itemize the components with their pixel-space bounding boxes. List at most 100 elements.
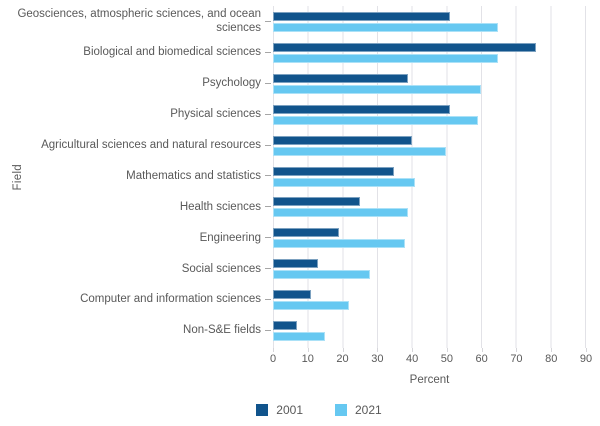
bar-2001 [273,321,298,331]
legend-label: 2001 [276,403,303,417]
x-axis: 0 10 20 30 40 50 60 70 80 90 [270,348,592,370]
category-label-cell: Physical sciences [0,99,273,130]
legend-swatch [335,404,347,416]
category-label: Computer and information sciences [80,293,261,306]
category-label: Mathematics and statistics [126,169,261,182]
category-label-cell: Mathematics and statistics [0,161,273,192]
category-row: Computer and information sciences [0,284,586,315]
legend-item-2001: 2001 [256,403,303,417]
category-tick [265,237,271,239]
x-axis-tick-label: 70 [510,353,523,365]
x-axis-tick-label: 20 [336,353,349,365]
x-axis-tick [446,348,448,352]
category-tick [265,175,271,177]
x-axis-title: Percent [409,374,450,386]
x-axis-tick [551,348,553,352]
x-axis-tick-label: 90 [579,353,593,365]
category-row: Geosciences, atmospheric sciences, and o… [0,6,586,37]
plot-rows: Geosciences, atmospheric sciences, and o… [0,6,586,346]
category-label: Psychology [202,77,261,90]
category-label-cell: Psychology [0,68,273,99]
legend: 2001 2021 [0,403,600,417]
category-label: Non-S&E fields [183,324,261,337]
bar-group [273,253,585,284]
bar-2021 [273,270,371,280]
bar-group [273,315,585,346]
bar-2021 [273,84,481,94]
category-row: Psychology [0,68,586,99]
bar-2001 [273,42,537,52]
x-axis-tick-label: 40 [405,353,419,365]
category-label-cell: Agricultural sciences and natural resour… [0,130,273,161]
category-label-cell: Biological and biomedical sciences [0,37,273,68]
x-axis-tick-label: 80 [545,353,558,365]
category-label: Biological and biomedical sciences [83,46,261,59]
x-axis-tick [273,348,274,352]
bar-2001 [273,228,339,238]
x-axis-tick [377,348,379,352]
category-row: Physical sciences [0,99,586,130]
category-tick [265,299,271,301]
bar-2021 [273,146,447,156]
x-axis-tick [586,348,587,352]
category-tick [265,144,271,146]
category-label-cell: Geosciences, atmospheric sciences, and o… [0,6,273,37]
category-row: Agricultural sciences and natural resour… [0,130,586,161]
category-tick [265,113,271,115]
category-label: Engineering [199,231,261,244]
bar-2021 [273,208,409,218]
category-label: Geosciences, atmospheric sciences, and o… [17,8,261,35]
bar-2001 [273,166,395,176]
x-axis-tick-label: 30 [371,353,384,365]
category-tick [265,20,271,22]
category-label: Physical sciences [170,107,261,120]
bar-group [273,284,585,315]
bar-group [273,37,585,68]
x-axis-tick [412,348,414,352]
category-row: Social sciences [0,253,586,284]
category-row: Engineering [0,222,586,253]
bar-group [273,161,585,192]
bar-group [273,68,585,99]
bar-group [273,99,585,130]
bar-2001 [273,197,360,207]
category-tick [265,268,271,270]
x-axis-tick [307,348,309,352]
bar-2021 [273,332,325,342]
bar-2021 [273,177,416,187]
category-label-cell: Engineering [0,222,273,253]
gridlines [273,6,586,348]
x-axis-tick-label: 10 [301,353,314,365]
bar-group [273,6,585,37]
category-row: Biological and biomedical sciences [0,37,586,68]
category-tick [265,330,271,332]
bar-group [273,222,585,253]
bar-2021 [273,53,499,63]
category-label-cell: Computer and information sciences [0,284,273,315]
x-axis-tick [516,348,518,352]
legend-label: 2021 [355,403,382,417]
category-tick [265,206,271,208]
category-row: Health sciences [0,191,586,222]
category-tick [265,51,271,53]
category-label: Health sciences [179,200,261,213]
category-label-cell: Health sciences [0,191,273,222]
bar-2001 [273,259,319,269]
bar-2001 [273,135,412,145]
category-label: Agricultural sciences and natural resour… [41,138,261,151]
x-axis-tick-label: 50 [440,353,453,365]
x-axis-tick [342,348,344,352]
bar-2001 [273,12,450,21]
legend-swatch [256,404,269,416]
category-label-cell: Non-S&E fields [0,315,273,346]
x-axis-tick [481,348,483,352]
category-row: Mathematics and statistics [0,161,586,192]
x-axis-tick-label: 60 [475,353,488,365]
bar-2021 [273,301,350,311]
category-label: Social sciences [181,262,261,275]
bar-group [273,130,585,161]
bar-2021 [273,23,499,32]
category-tick [265,82,271,84]
bar-2001 [273,290,312,300]
